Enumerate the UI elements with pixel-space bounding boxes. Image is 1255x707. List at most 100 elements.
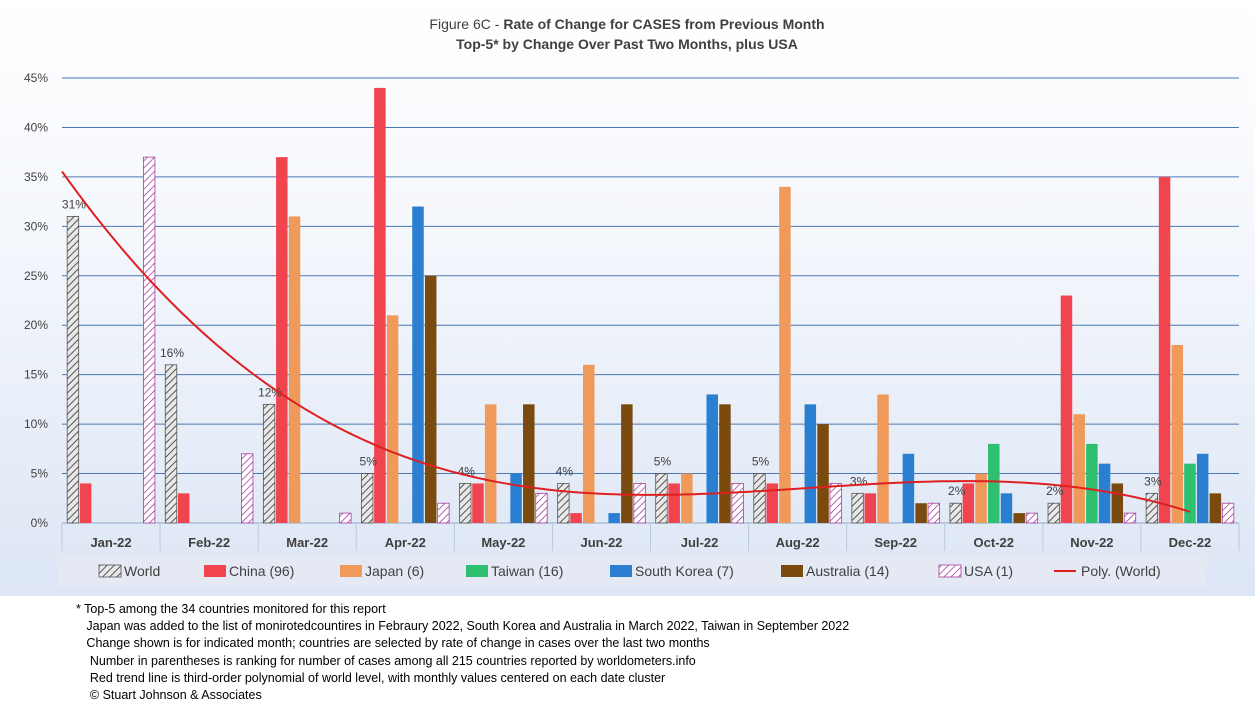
legend-label: Australia (14) <box>806 563 889 579</box>
footnote-line: Number in parentheses is ranking for num… <box>76 653 696 668</box>
bar-usa <box>535 492 548 524</box>
y-tick-label: 30% <box>24 219 48 233</box>
footnote-line: Change shown is for indicated month; cou… <box>76 636 710 651</box>
legend-label: Taiwan (16) <box>491 563 563 579</box>
data-label: 4% <box>556 464 574 478</box>
x-tick-label: Jul-22 <box>681 535 719 550</box>
footnote-line: © Stuart Johnson & Associates <box>76 688 262 703</box>
bar-china <box>1060 295 1073 523</box>
bar-world <box>361 473 374 524</box>
data-label: 2% <box>948 484 966 498</box>
bar-australia <box>1209 493 1222 523</box>
y-tick-label: 35% <box>24 170 48 184</box>
bar-usa <box>437 502 450 524</box>
data-label: 5% <box>654 455 672 469</box>
bar-taiwan <box>988 443 1000 523</box>
bar-china <box>766 483 778 523</box>
bar-usa <box>1221 502 1235 524</box>
data-label: 5% <box>360 455 378 469</box>
bar-world <box>66 216 80 524</box>
x-tick-label: Oct-22 <box>974 535 1014 550</box>
bar-south <box>1196 453 1209 523</box>
bar-usa <box>927 502 940 524</box>
data-label: 3% <box>850 474 868 488</box>
bar-south <box>510 473 522 523</box>
bar-china <box>668 483 680 523</box>
bar-china <box>79 483 92 523</box>
legend-swatch <box>610 565 632 577</box>
y-tick-label: 25% <box>24 269 48 283</box>
bar-usa <box>829 483 842 524</box>
bar-world <box>1145 492 1159 524</box>
trend-line <box>61 170 1191 513</box>
x-tick-label: Apr-22 <box>385 535 426 550</box>
bar-china <box>570 513 582 523</box>
bar-usa <box>241 453 254 524</box>
data-label: 16% <box>160 346 184 360</box>
y-tick-label: 20% <box>24 318 48 332</box>
legend-label: USA (1) <box>964 563 1013 579</box>
x-tick-label: Aug-22 <box>776 535 820 550</box>
bar-usa <box>731 483 744 524</box>
footnote-line: * Top-5 among the 34 countries monitored… <box>76 602 386 616</box>
legend-swatch <box>98 564 122 578</box>
y-tick-label: 10% <box>24 417 48 431</box>
legend-swatch <box>340 565 362 577</box>
bar-japan <box>1073 414 1085 523</box>
bar-australia <box>424 275 437 523</box>
x-tick-label: May-22 <box>481 535 525 550</box>
bar-japan <box>288 216 301 523</box>
bar-taiwan <box>1086 443 1098 523</box>
bar-china <box>177 493 190 523</box>
bar-china <box>472 483 484 523</box>
chart-title-main: Rate of Change for CASES from Previous M… <box>503 16 824 32</box>
data-label: 5% <box>752 455 770 469</box>
bar-japan <box>1171 345 1184 523</box>
legend-label: Poly. (World) <box>1081 563 1161 579</box>
bar-world <box>262 403 276 524</box>
bar-world <box>557 483 570 524</box>
bar-south <box>1000 493 1013 523</box>
bar-japan <box>779 186 791 523</box>
bar-japan <box>583 364 595 523</box>
x-tick-label: Sep-22 <box>874 535 917 550</box>
chart-subtitle: Top-5* by Change Over Past Two Months, p… <box>456 36 798 52</box>
bar-australia <box>1111 483 1124 523</box>
data-label: 3% <box>1144 474 1162 488</box>
bar-china <box>1158 176 1171 523</box>
x-tick-label: Jun-22 <box>581 535 623 550</box>
bar-south <box>902 453 915 523</box>
chart-title-prefix: Figure 6C - <box>429 16 503 32</box>
y-tick-label: 15% <box>24 368 48 382</box>
data-label: 31% <box>62 197 86 211</box>
x-tick-label: Feb-22 <box>188 535 230 550</box>
legend-swatch <box>204 565 226 577</box>
bar-world <box>164 364 178 524</box>
bar-usa <box>633 483 646 524</box>
legend-label: Japan (6) <box>365 563 424 579</box>
data-label: 2% <box>1046 484 1064 498</box>
bar-usa <box>1123 512 1137 524</box>
bar-japan <box>681 473 693 523</box>
footnote-line: Japan was added to the list of moniroted… <box>76 619 850 634</box>
bar-world <box>1047 502 1060 524</box>
bar-australia <box>719 404 731 523</box>
bar-china <box>864 493 877 523</box>
bar-world <box>851 492 864 524</box>
bar-chart: Figure 6C - Rate of Change for CASES fro… <box>24 16 1240 586</box>
bar-usa <box>1025 512 1039 524</box>
bar-australia <box>817 424 829 523</box>
bar-south <box>608 513 620 523</box>
bar-japan <box>975 473 987 523</box>
bar-china <box>374 87 386 523</box>
bar-japan <box>386 315 399 523</box>
bar-south <box>412 206 424 524</box>
bar-australia <box>915 503 927 523</box>
x-tick-label: Jan-22 <box>90 535 131 550</box>
y-tick-label: 5% <box>31 467 49 481</box>
x-tick-label: Mar-22 <box>286 535 328 550</box>
bar-south <box>804 404 817 523</box>
y-tick-label: 40% <box>24 120 48 134</box>
footnotes: * Top-5 among the 34 countries monitored… <box>76 601 1176 704</box>
bar-taiwan <box>1184 463 1196 523</box>
